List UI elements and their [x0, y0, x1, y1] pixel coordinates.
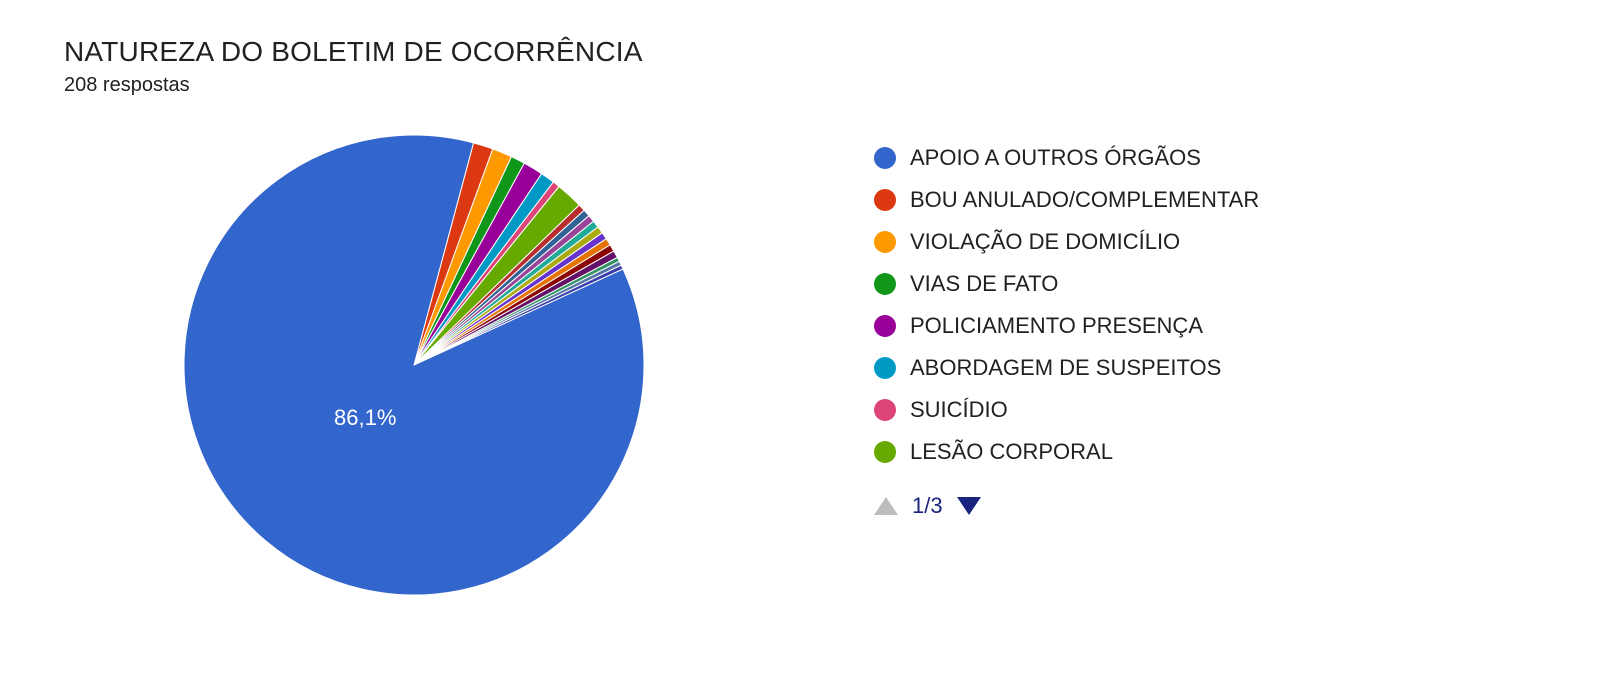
legend-label: ABORDAGEM DE SUSPEITOS — [910, 355, 1221, 381]
legend-label: LESÃO CORPORAL — [910, 439, 1113, 465]
legend-swatch — [874, 231, 896, 253]
legend-swatch — [874, 273, 896, 295]
pager-prev-icon[interactable] — [874, 497, 898, 515]
legend-item[interactable]: APOIO A OUTROS ÓRGÃOS — [874, 145, 1536, 171]
legend-swatch — [874, 315, 896, 337]
legend-label: VIAS DE FATO — [910, 271, 1058, 297]
legend-swatch — [874, 189, 896, 211]
chart-title: NATUREZA DO BOLETIM DE OCORRÊNCIA — [64, 36, 1536, 68]
legend-pager: 1/3 — [874, 493, 1536, 519]
legend-item[interactable]: BOU ANULADO/COMPLEMENTAR — [874, 187, 1536, 213]
legend-swatch — [874, 399, 896, 421]
legend-swatch — [874, 147, 896, 169]
chart-subtitle: 208 respostas — [64, 74, 1536, 97]
legend-label: APOIO A OUTROS ÓRGÃOS — [910, 145, 1201, 171]
legend-item[interactable]: ABORDAGEM DE SUSPEITOS — [874, 355, 1536, 381]
pie-slice-label: 86,1% — [334, 405, 396, 430]
chart-container: NATUREZA DO BOLETIM DE OCORRÊNCIA 208 re… — [0, 0, 1600, 673]
chart-area: 86,1% APOIO A OUTROS ÓRGÃOS BOU ANULADO/C… — [64, 125, 1536, 605]
legend-item[interactable]: POLICIAMENTO PRESENÇA — [874, 313, 1536, 339]
legend-item[interactable]: SUICÍDIO — [874, 397, 1536, 423]
legend-item[interactable]: VIAS DE FATO — [874, 271, 1536, 297]
legend-swatch — [874, 441, 896, 463]
pie-chart-wrap: 86,1% — [64, 125, 764, 605]
legend-item[interactable]: LESÃO CORPORAL — [874, 439, 1536, 465]
legend-label: BOU ANULADO/COMPLEMENTAR — [910, 187, 1259, 213]
pager-next-icon[interactable] — [957, 497, 981, 515]
legend-label: VIOLAÇÃO DE DOMICÍLIO — [910, 229, 1180, 255]
legend-label: POLICIAMENTO PRESENÇA — [910, 313, 1203, 339]
pager-text: 1/3 — [912, 493, 943, 519]
legend-item[interactable]: VIOLAÇÃO DE DOMICÍLIO — [874, 229, 1536, 255]
legend: APOIO A OUTROS ÓRGÃOS BOU ANULADO/COMPLEM… — [764, 125, 1536, 519]
legend-label: SUICÍDIO — [910, 397, 1008, 423]
pie-chart: 86,1% — [154, 125, 674, 605]
legend-swatch — [874, 357, 896, 379]
legend-list: APOIO A OUTROS ÓRGÃOS BOU ANULADO/COMPLEM… — [874, 145, 1536, 465]
